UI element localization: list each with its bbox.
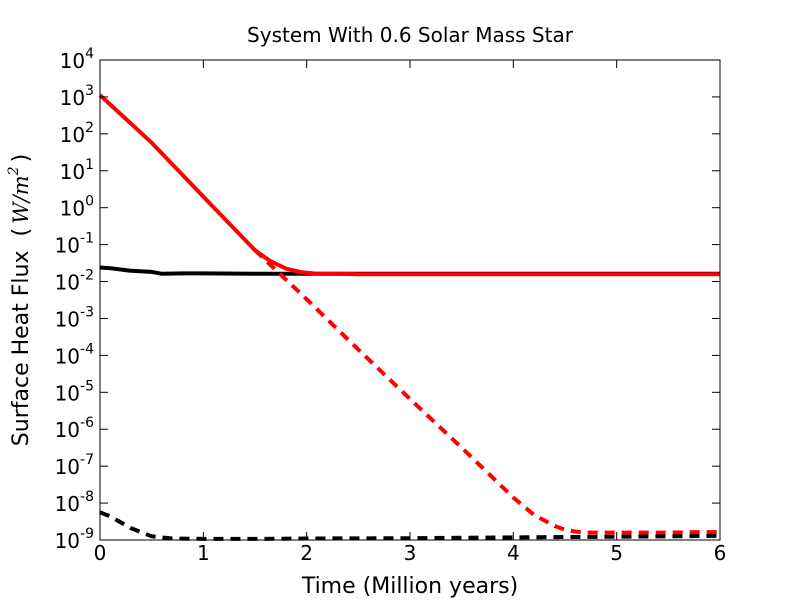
series-layer [98,93,721,541]
series-line-red-dashed [253,248,721,535]
x-tick-label-1: 1 [197,541,210,565]
y-tick-label-9: 10-5 [55,378,94,405]
y-axis-label-unit-sep: / [9,193,33,204]
y-tick-label-10: 10-6 [55,415,95,442]
y-axis-label-unit-exp: 2 [6,166,22,176]
ticks-layer: 0 1 2 3 4 5 6 104 103 102 101 100 10-1 10-2 10-3 10-4 10… [55,46,727,565]
svg-text:Surface Heat Flux(W/m2): Surface Heat Flux ( W/m2) [6,154,34,446]
y-axis-label-unit-var: W [9,200,33,224]
series-line-red-solid [98,93,720,277]
x-tick-label-2: 2 [300,541,313,565]
y-tick-label-5: 10-1 [55,231,94,258]
y-tick-label-13: 10-9 [55,526,94,553]
y-axis-label: Surface Heat Flux ( W/m2) [6,154,34,446]
x-tick-label-5: 5 [610,541,623,565]
y-tick-label-7: 10-3 [55,304,94,331]
x-axis-label: Time (Million years) [301,574,518,599]
x-tick-label-0: 0 [94,541,107,565]
y-axis-label-paren-close: ) [9,154,34,163]
plot-area: 0 1 2 3 4 5 6 104 103 102 101 100 10-1 10-2 10-3 10-4 10… [55,46,727,565]
x-tick-label-3: 3 [404,541,417,565]
axes-frame [99,59,721,541]
y-tick-label-0: 104 [60,46,94,73]
y-tick-label-11: 10-7 [55,452,94,479]
y-axis-label-text: Surface Heat Flux [9,250,34,446]
x-tick-label-6: 6 [714,541,727,565]
x-tick-label-4: 4 [507,541,520,565]
chart-title: System With 0.6 Solar Mass Star [247,23,574,47]
y-tick-label-3: 101 [60,157,94,184]
y-tick-label-1: 103 [60,83,94,110]
y-tick-label-12: 10-8 [55,489,94,516]
y-tick-label-4: 100 [60,194,94,221]
y-axis-label-unit-base: m [9,175,33,195]
y-tick-label-2: 102 [60,120,94,147]
y-tick-label-8: 10-4 [55,341,95,368]
y-tick-label-6: 10-2 [55,268,94,295]
y-axis-label-paren-open: ( [9,228,34,237]
